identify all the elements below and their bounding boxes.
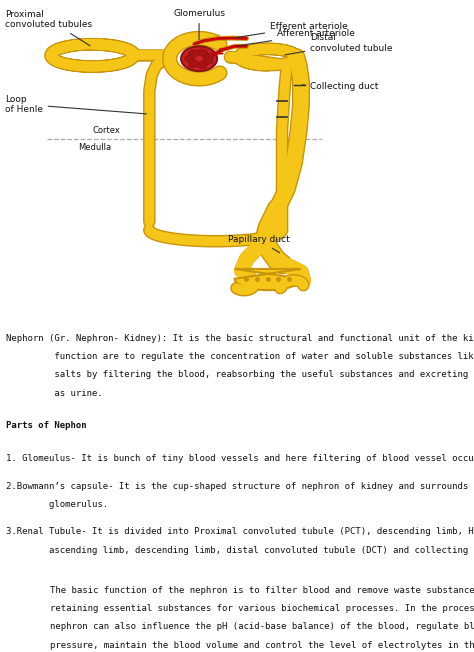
Circle shape	[197, 49, 207, 56]
Text: 2.Bowmann’s capsule- It is the cup-shaped structure of nephron of kidney and sur: 2.Bowmann’s capsule- It is the cup-shape…	[6, 482, 474, 491]
Text: Efferent arteriole: Efferent arteriole	[235, 22, 348, 38]
Text: :: :	[76, 421, 81, 430]
Text: Papillary duct: Papillary duct	[228, 235, 289, 253]
Circle shape	[203, 57, 213, 64]
Polygon shape	[235, 269, 301, 290]
Text: Glomerulus: Glomerulus	[173, 9, 225, 40]
Circle shape	[197, 61, 207, 68]
Text: nephron can also influence the pH (acid-base balance) of the blood, regulate blo: nephron can also influence the pH (acid-…	[50, 622, 474, 631]
Text: Proximal
convoluted tubules: Proximal convoluted tubules	[5, 10, 92, 46]
Text: Medulla: Medulla	[78, 143, 111, 153]
Text: Parts of Nephon: Parts of Nephon	[6, 421, 86, 430]
Text: Loop
of Henle: Loop of Henle	[5, 95, 146, 114]
Text: salts by filtering the blood, reabsorbing the useful substances and excreting th: salts by filtering the blood, reabsorbin…	[6, 370, 474, 379]
Text: Cortex: Cortex	[92, 126, 120, 135]
Circle shape	[188, 61, 199, 68]
Text: function are to regulate the concentration of water and soluble substances like : function are to regulate the concentrati…	[6, 352, 474, 361]
Circle shape	[184, 55, 195, 63]
Text: Distal
convoluted tubule: Distal convoluted tubule	[285, 33, 393, 55]
Text: The basic function of the nephron is to filter blood and remove waste substances: The basic function of the nephron is to …	[50, 585, 474, 595]
Text: ascending limb, descending limb, distal convoluted tubule (DCT) and collecting t: ascending limb, descending limb, distal …	[6, 546, 474, 555]
Text: pressure, maintain the blood volume and control the level of electrolytes in the: pressure, maintain the blood volume and …	[50, 640, 474, 649]
Circle shape	[188, 50, 199, 57]
Circle shape	[181, 46, 217, 71]
Circle shape	[203, 53, 213, 61]
Text: retaining essential substances for various biochemical processes. In the process: retaining essential substances for vario…	[50, 604, 474, 613]
Text: 3.Renal Tubule- It is divided into Proximal convoluted tubule (PCT), descending : 3.Renal Tubule- It is divided into Proxi…	[6, 527, 474, 537]
Text: 1. Glomeulus- It is bunch of tiny blood vessels and here filtering of blood vess: 1. Glomeulus- It is bunch of tiny blood …	[6, 454, 474, 464]
Text: as urine.: as urine.	[6, 389, 102, 398]
Text: Nephorn (Gr. Nephron- Kidney): It is the basic structural and functional unit of: Nephorn (Gr. Nephron- Kidney): It is the…	[6, 334, 474, 343]
Text: glomerulus.: glomerulus.	[6, 500, 108, 509]
Text: Collecting duct: Collecting duct	[302, 82, 379, 91]
Text: Afferent arteriole: Afferent arteriole	[237, 29, 355, 46]
